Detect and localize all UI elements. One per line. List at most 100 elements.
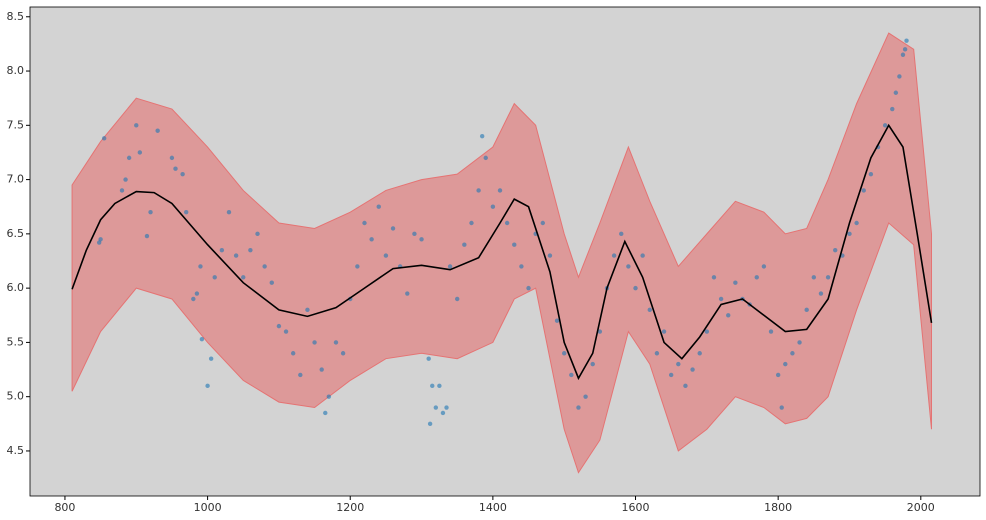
data-point	[226, 209, 232, 215]
data-point	[340, 351, 346, 356]
y-tick-label: 6.0	[7, 281, 25, 294]
data-point	[462, 242, 467, 247]
data-point	[890, 106, 895, 112]
data-point	[269, 280, 274, 285]
data-point	[540, 220, 546, 226]
data-point	[797, 340, 802, 345]
data-point	[775, 372, 781, 378]
data-point	[683, 383, 688, 389]
data-point	[619, 231, 624, 237]
data-point	[847, 231, 852, 237]
data-point	[897, 74, 902, 79]
data-point	[676, 361, 681, 367]
data-point	[790, 351, 795, 356]
data-point	[547, 253, 553, 258]
data-point	[504, 220, 510, 226]
data-point	[183, 209, 189, 215]
data-point	[569, 372, 574, 378]
y-tick-label: 7.5	[7, 118, 25, 131]
data-point	[697, 351, 702, 356]
data-point	[333, 340, 339, 345]
data-point	[355, 264, 360, 269]
data-point	[668, 372, 674, 378]
y-tick-label: 5.5	[7, 335, 25, 348]
data-point	[134, 123, 139, 128]
data-point	[440, 410, 446, 416]
x-tick-label: 2000	[907, 501, 935, 514]
data-point	[173, 166, 178, 171]
data-point	[640, 253, 645, 258]
data-point	[248, 247, 253, 253]
x-tick-label: 1200	[336, 501, 364, 514]
data-point	[818, 291, 824, 296]
data-point	[126, 155, 132, 161]
data-point	[205, 383, 210, 389]
data-point	[711, 275, 717, 280]
data-point	[479, 133, 485, 139]
data-point	[123, 177, 128, 182]
data-point	[208, 356, 214, 361]
data-point	[319, 367, 324, 372]
data-point	[519, 264, 524, 269]
data-point	[305, 307, 310, 313]
data-point	[904, 38, 909, 43]
x-tick-label: 1000	[194, 501, 222, 514]
data-point	[690, 367, 695, 372]
y-tick-label: 7.0	[7, 173, 25, 186]
data-point	[233, 253, 239, 258]
data-point	[476, 188, 481, 193]
data-point	[298, 372, 303, 378]
data-point	[447, 264, 453, 269]
data-point	[212, 275, 217, 280]
data-point	[199, 336, 205, 342]
data-point	[804, 307, 809, 313]
data-point	[426, 356, 431, 361]
data-point	[561, 351, 567, 356]
data-point	[590, 361, 595, 367]
data-point	[376, 204, 381, 209]
data-point	[497, 188, 503, 193]
data-point	[768, 329, 774, 334]
y-tick-label: 5.0	[7, 390, 25, 403]
data-point	[98, 237, 103, 242]
data-point	[783, 361, 788, 367]
data-point	[861, 188, 866, 193]
data-point	[148, 209, 153, 215]
data-point	[576, 405, 581, 410]
y-tick-label: 8.0	[7, 64, 25, 77]
data-point	[779, 405, 784, 410]
data-point	[437, 383, 442, 389]
confidence-band	[71, 32, 933, 474]
data-point	[718, 296, 724, 302]
data-point	[155, 128, 160, 133]
data-point	[704, 329, 710, 334]
data-point	[219, 247, 225, 253]
data-point	[191, 296, 196, 302]
data-point	[144, 233, 150, 239]
data-point	[597, 329, 603, 334]
mean-line	[71, 123, 933, 381]
data-point	[390, 226, 396, 231]
data-point	[194, 291, 200, 296]
data-point	[312, 340, 317, 345]
data-point	[469, 220, 474, 226]
data-point	[444, 405, 449, 410]
y-tick-label: 4.5	[7, 444, 25, 457]
data-point	[180, 171, 185, 177]
data-point	[754, 275, 759, 280]
data-point	[761, 264, 767, 269]
data-point	[654, 351, 660, 356]
data-point	[262, 264, 267, 269]
data-point	[137, 150, 143, 155]
data-point	[326, 394, 332, 399]
data-point	[276, 323, 282, 329]
data-point	[430, 383, 435, 389]
data-point	[526, 285, 531, 291]
data-point	[119, 188, 125, 193]
data-point	[733, 280, 738, 285]
data-point	[101, 136, 107, 141]
y-tick-label: 8.5	[7, 10, 25, 23]
x-tick-label: 1600	[622, 501, 650, 514]
data-point	[893, 90, 899, 95]
